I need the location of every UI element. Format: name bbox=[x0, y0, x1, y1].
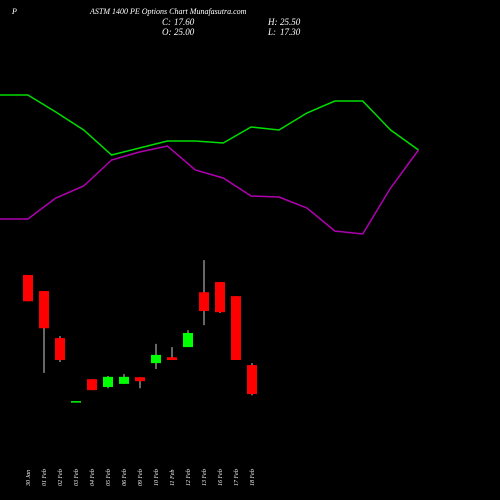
candle-body bbox=[183, 332, 193, 348]
candle-body bbox=[23, 275, 33, 302]
info-label: L: bbox=[267, 27, 276, 37]
info-value: 25.50 bbox=[280, 17, 301, 27]
info-label: C: bbox=[162, 17, 171, 27]
x-tick-label: 06 Feb bbox=[122, 469, 128, 486]
candle-body bbox=[135, 377, 145, 382]
x-tick-label: 09 Feb bbox=[138, 469, 144, 486]
indicator-line bbox=[0, 94, 419, 156]
x-tick-label: 12 Feb bbox=[186, 469, 192, 486]
candle-body bbox=[231, 296, 241, 360]
candle-body bbox=[55, 338, 65, 360]
info-label: O: bbox=[162, 27, 172, 37]
x-tick-label: 30 Jan bbox=[26, 470, 32, 487]
candle-body bbox=[167, 357, 177, 360]
candle-body bbox=[71, 401, 81, 403]
x-tick-label: 16 Feb bbox=[218, 469, 224, 486]
chart-title: ASTM 1400 PE Options Chart Munafasutra.c… bbox=[89, 7, 247, 16]
info-value: 17.30 bbox=[280, 27, 301, 37]
indicator-line bbox=[0, 145, 420, 235]
x-tick-label: 13 Feb bbox=[202, 469, 208, 486]
x-tick-label: 18 Feb bbox=[250, 469, 256, 486]
candle-body bbox=[87, 379, 97, 391]
x-tick-label: 10 Feb bbox=[154, 469, 160, 486]
info-value: 17.60 bbox=[174, 17, 195, 27]
x-tick-label: 04 Feb bbox=[89, 469, 96, 486]
corner-text: P bbox=[11, 7, 17, 16]
candle-body bbox=[119, 376, 129, 384]
x-tick-label: 01 Feb bbox=[42, 469, 48, 486]
x-tick-label: 11 Feb bbox=[170, 470, 176, 486]
candle-body bbox=[199, 292, 209, 312]
candle-body bbox=[247, 365, 257, 395]
candle-body bbox=[103, 376, 113, 388]
candle-body bbox=[39, 291, 49, 329]
info-value: 25.00 bbox=[174, 27, 195, 37]
x-tick-label: 05 Feb bbox=[106, 469, 112, 486]
x-tick-label: 02 Feb bbox=[58, 469, 64, 486]
candle-body bbox=[151, 354, 161, 364]
info-label: H: bbox=[267, 17, 278, 27]
x-tick-label: 03 Feb bbox=[74, 469, 80, 486]
x-tick-label: 17 Feb bbox=[234, 469, 240, 486]
candle-body bbox=[215, 282, 225, 313]
